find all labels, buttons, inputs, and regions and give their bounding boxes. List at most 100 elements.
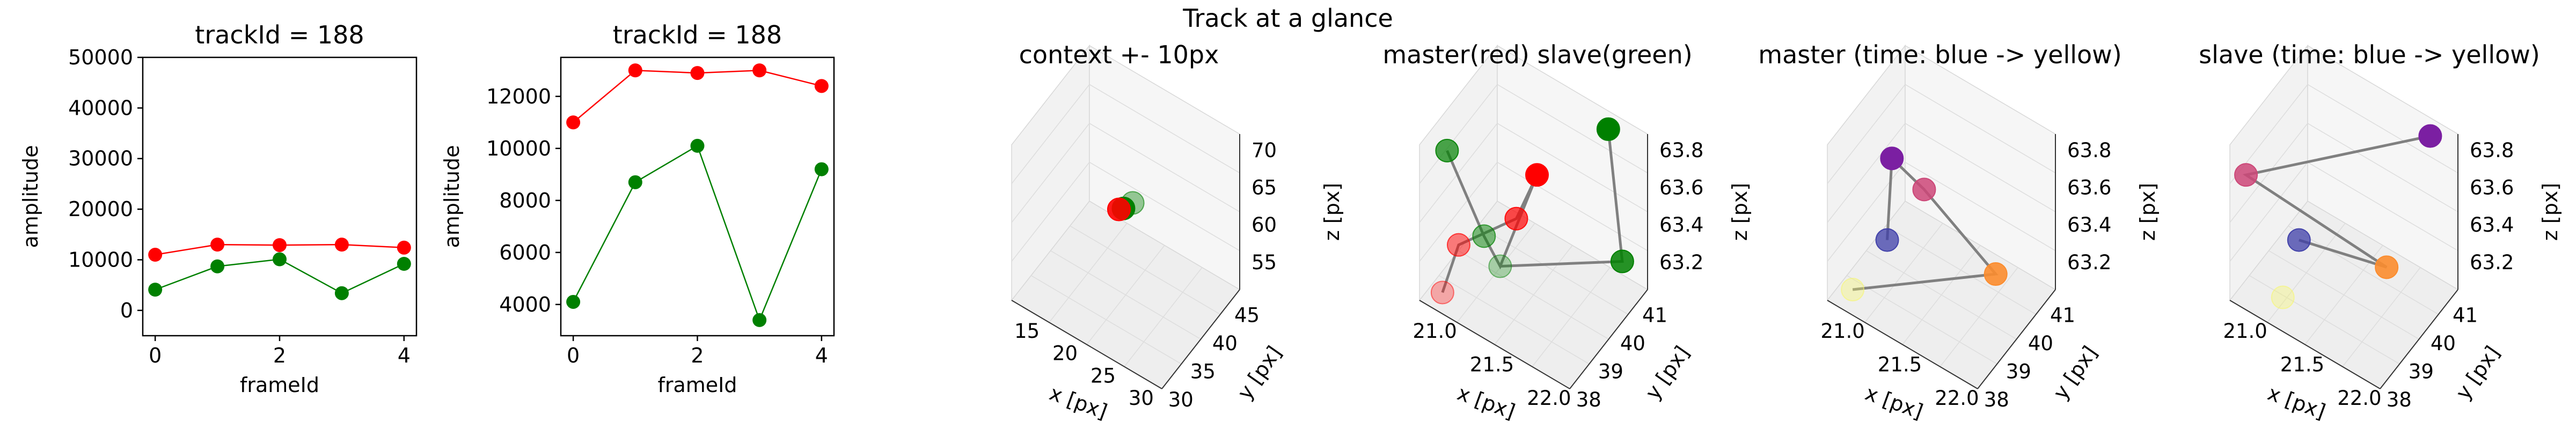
grid-line bbox=[1477, 225, 1629, 315]
x-tick-label: 21.0 bbox=[2223, 320, 2267, 343]
x-axis-label: x [px] bbox=[1862, 381, 1926, 424]
series-2-point bbox=[334, 286, 349, 300]
series-2-point bbox=[148, 283, 163, 297]
x-tick-label: 0 bbox=[567, 344, 580, 367]
y-tick-label: 8000 bbox=[499, 189, 551, 212]
z-tick-label: 63.6 bbox=[2067, 176, 2111, 199]
x-axis-line bbox=[1827, 300, 1978, 389]
y-tick-label: 30000 bbox=[68, 147, 133, 171]
z-axis-label: z [px] bbox=[2136, 183, 2160, 241]
data-point bbox=[1984, 262, 2008, 286]
grid-line bbox=[1532, 267, 1611, 367]
z-tick-label: 63.2 bbox=[2067, 251, 2111, 274]
grid-line bbox=[1089, 123, 1240, 212]
scatter3d-chart-2: 21.0 21.5 22.0 38 39 40 41 63.2 63.4 63.6 63.8 x [p… bbox=[1382, 40, 1752, 424]
x-tick-label: 21.0 bbox=[1413, 320, 1457, 343]
y-tick-label: 20000 bbox=[68, 197, 133, 221]
y-tick-label: 40 bbox=[1212, 332, 1238, 355]
x-tick-label: 21.5 bbox=[2280, 353, 2324, 376]
series-1-point bbox=[752, 63, 767, 78]
y-tick-label: 30 bbox=[1168, 388, 1194, 411]
grid-line bbox=[1827, 162, 1906, 262]
y-tick-label: 35 bbox=[1190, 360, 1216, 383]
y-tick-label: 38 bbox=[1984, 388, 2009, 411]
grid-line bbox=[1940, 267, 2018, 367]
chart-title: slave (time: blue -> yellow) bbox=[2199, 40, 2540, 69]
scatter3d-chart-3: 21.0 21.5 22.0 38 39 40 41 63.2 63.4 63.6 63.8 x [p… bbox=[1758, 40, 2160, 424]
chart-title: trackId = 188 bbox=[613, 20, 782, 49]
z-tick-label: 63.4 bbox=[2470, 213, 2514, 236]
trajectory-line bbox=[2242, 135, 2431, 269]
series-1-point bbox=[334, 238, 349, 252]
x-tick-label: 21.0 bbox=[1820, 320, 1864, 343]
y-tick-label: 39 bbox=[2409, 360, 2434, 383]
x-tick-label: 25 bbox=[1091, 364, 1116, 387]
grid-line bbox=[1089, 161, 1240, 252]
scatter3d-chart-1: 15 20 25 30 30 35 40 45 55 60 65 70 x [px] y [px] z [p… bbox=[1011, 40, 1344, 424]
x-tick-label: 15 bbox=[1014, 320, 1040, 343]
z-tick-label: 63.8 bbox=[2470, 139, 2514, 162]
figure-suptitle: Track at a glance bbox=[1182, 4, 1393, 33]
x-tick-label: 30 bbox=[1129, 387, 1154, 410]
x-tick-label: 0 bbox=[149, 344, 162, 367]
grid-line bbox=[1011, 84, 1090, 184]
series-1-point bbox=[210, 238, 225, 252]
series-2-point bbox=[566, 294, 581, 309]
grid-line bbox=[1070, 225, 1221, 315]
grid-line bbox=[2307, 123, 2458, 212]
y-tick-label: 4000 bbox=[499, 293, 551, 316]
data-point bbox=[2271, 285, 2295, 309]
grid-line bbox=[2342, 267, 2421, 367]
series-2-point bbox=[210, 259, 225, 273]
scatter3d-chart-4: 21.0 21.5 22.0 38 39 40 41 63.2 63.4 63.6 63.8 x [p… bbox=[2199, 40, 2562, 424]
y-tick-label: 0 bbox=[120, 299, 133, 322]
chart-title: trackId = 188 bbox=[195, 20, 364, 49]
z-axis-label: z [px] bbox=[1728, 183, 1752, 241]
data-point bbox=[1525, 163, 1549, 187]
x-tick-label: 4 bbox=[815, 344, 828, 367]
y-tick-label: 41 bbox=[1642, 304, 1667, 327]
chart-title: master(red) slave(green) bbox=[1382, 40, 1692, 69]
grid-line bbox=[1866, 250, 2017, 340]
y-axis-line bbox=[1977, 289, 2056, 389]
x-axis-label: x [px] bbox=[1454, 381, 1518, 424]
data-point bbox=[1430, 280, 1454, 305]
y-axis-line bbox=[1569, 289, 1648, 389]
series-1-point bbox=[690, 66, 705, 80]
y-axis-label: y [px] bbox=[2451, 342, 2505, 404]
x-axis-label: x [px] bbox=[2265, 381, 2329, 424]
data-point bbox=[2375, 255, 2399, 279]
grid-line bbox=[1497, 84, 1648, 174]
series-2-point bbox=[273, 252, 287, 267]
x-axis-line bbox=[1011, 300, 1162, 389]
y-tick-label: 38 bbox=[2387, 388, 2412, 411]
y-axis-label: y [px] bbox=[1641, 342, 1694, 404]
series-1-point bbox=[273, 238, 287, 253]
grid-line bbox=[1419, 123, 1498, 223]
grid-line bbox=[1011, 162, 1090, 262]
grid-line bbox=[1905, 123, 2056, 212]
y-tick-label: 40 bbox=[1620, 332, 1645, 355]
y-axis-line bbox=[1161, 289, 1240, 389]
z-tick-label: 63.2 bbox=[1659, 251, 1703, 274]
grid-line bbox=[2288, 225, 2439, 315]
grid-line bbox=[1827, 84, 1906, 184]
series-line-2 bbox=[573, 145, 823, 322]
data-point bbox=[1435, 138, 1459, 162]
chart-title: context +- 10px bbox=[1019, 40, 1219, 69]
x-axis-label: frameId bbox=[240, 373, 319, 397]
series-2-point bbox=[628, 175, 642, 189]
data-point bbox=[1472, 224, 1496, 248]
y-axis-line bbox=[2380, 289, 2458, 389]
y-tick-label: 41 bbox=[2453, 304, 2478, 327]
grid-line bbox=[1497, 161, 1648, 252]
y-tick-label: 38 bbox=[1576, 388, 1601, 411]
series-2-point bbox=[397, 257, 411, 271]
grid-line bbox=[2307, 161, 2458, 252]
y-tick-label: 39 bbox=[2006, 360, 2031, 383]
data-point bbox=[1841, 278, 1865, 302]
y-axis-label: y [px] bbox=[1233, 342, 1286, 404]
x-axis-label: x [px] bbox=[1046, 381, 1110, 424]
series-1-point bbox=[566, 115, 581, 130]
